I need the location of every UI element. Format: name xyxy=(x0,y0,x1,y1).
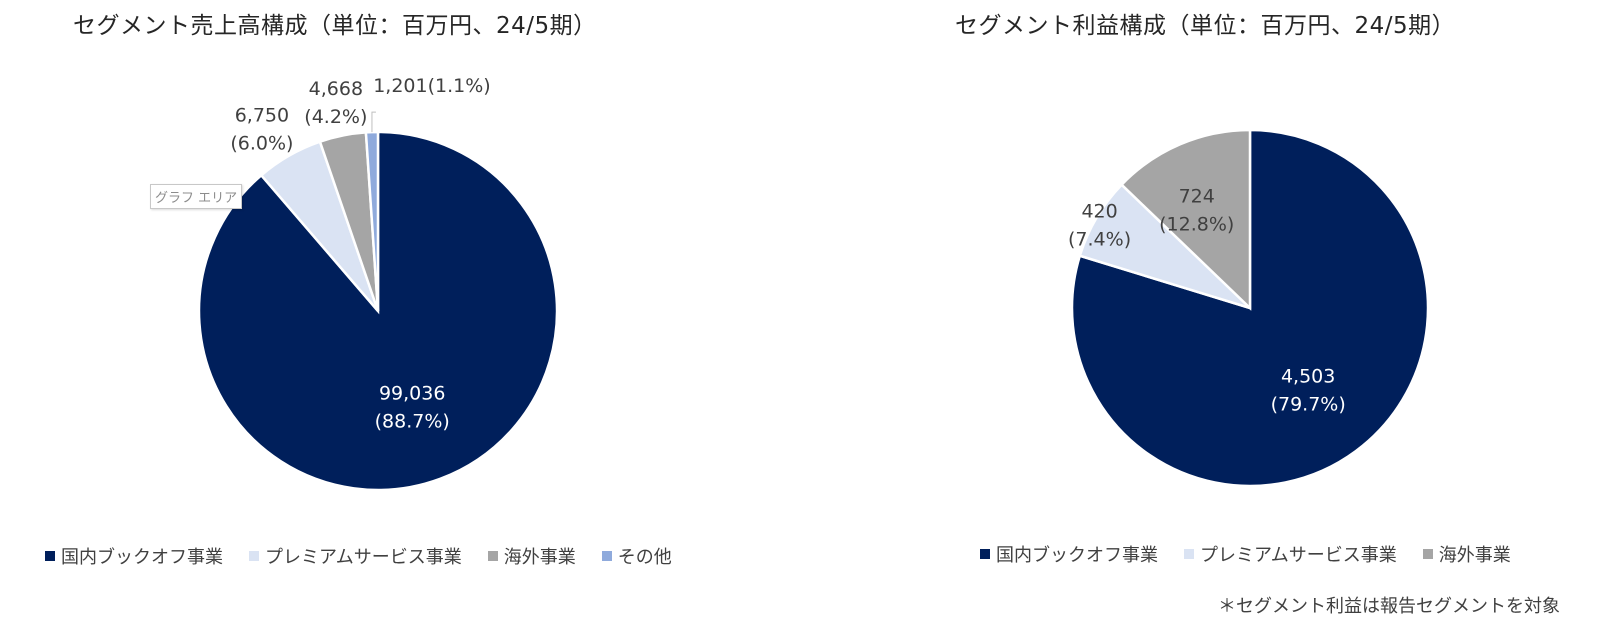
pie-slice-other[interactable] xyxy=(364,130,380,312)
legend-item-domestic[interactable]: 国内ブックオフ事業 xyxy=(980,541,1158,567)
data-label-value-domestic: 4,503 xyxy=(1281,366,1335,388)
footnote: ＊セグメント利益は報告セグメントを対象 xyxy=(1218,596,1560,617)
data-label-value-premium: 6,750 xyxy=(235,104,289,126)
data-label-value-premium: 420 xyxy=(1081,200,1117,222)
legend-swatch-overseas xyxy=(487,551,498,561)
legend-label-premium: プレミアムサービス事業 xyxy=(265,547,462,568)
data-label-value-overseas: 4,668 xyxy=(309,78,363,100)
legend-label-premium: プレミアムサービス事業 xyxy=(1200,545,1397,566)
data-label-percent-domestic: (88.7%) xyxy=(375,410,450,432)
legend-label-overseas: 海外事業 xyxy=(503,547,576,568)
chart-title-profit: セグメント利益構成（単位：百万円、24/5期） xyxy=(955,13,1456,39)
legend-swatch-premium xyxy=(1184,549,1194,559)
legend-label-domestic: 国内ブックオフ事業 xyxy=(61,547,223,568)
legend-item-other[interactable]: その他 xyxy=(601,543,672,569)
data-label-percent-overseas: (4.2%) xyxy=(304,106,367,128)
data-label-percent-overseas: (12.8%) xyxy=(1159,213,1234,235)
legend-item-overseas[interactable]: 海外事業 xyxy=(1422,541,1511,567)
data-label-percent-premium: (7.4%) xyxy=(1068,228,1131,250)
legend-item-premium[interactable]: プレミアムサービス事業 xyxy=(249,543,462,569)
legend-swatch-domestic xyxy=(980,549,990,559)
data-label-percent-premium: (6.0%) xyxy=(230,132,293,154)
legend-swatch-domestic xyxy=(45,551,55,561)
legend-item-premium[interactable]: プレミアムサービス事業 xyxy=(1184,541,1397,567)
legend-label-other: その他 xyxy=(617,547,672,568)
pie-sales[interactable]: 99,036 (88.7%) 6,750 (6.0%) 4,668 (4.2%) 1,201… xyxy=(197,75,559,492)
legend-swatch-premium xyxy=(249,551,259,561)
legend-item-overseas[interactable]: 海外事業 xyxy=(487,543,576,569)
data-label-percent-domestic: (79.7%) xyxy=(1271,394,1346,416)
data-label-other: 1,201(1.1%) xyxy=(373,75,491,97)
legend-label-overseas: 海外事業 xyxy=(1438,545,1511,566)
legend-item-domestic[interactable]: 国内ブックオフ事業 xyxy=(45,543,223,569)
pie-slice-overseas[interactable] xyxy=(1119,128,1252,311)
leader-line-other xyxy=(371,111,376,133)
chart-area-tooltip: グラフ エリア xyxy=(150,184,243,209)
data-label-value-overseas: 724 xyxy=(1179,185,1215,207)
legend-profit: 国内ブックオフ事業 プレミアムサービス事業 海外事業 xyxy=(980,541,1511,567)
legend-label-domestic: 国内ブックオフ事業 xyxy=(996,545,1158,566)
legend-sales: 国内ブックオフ事業 プレミアムサービス事業 海外事業 その他 xyxy=(45,543,672,569)
pie-profit[interactable]: 4,503 (79.7%) 420 (7.4%) 724 (12.8%) xyxy=(1068,128,1430,488)
chart-title-sales: セグメント売上高構成（単位：百万円、24/5期） xyxy=(73,13,597,39)
data-label-value-domestic: 99,036 xyxy=(379,382,445,404)
pie-slice-domestic[interactable] xyxy=(1070,128,1430,488)
legend-swatch-other xyxy=(601,551,612,561)
legend-swatch-overseas xyxy=(1422,549,1433,559)
